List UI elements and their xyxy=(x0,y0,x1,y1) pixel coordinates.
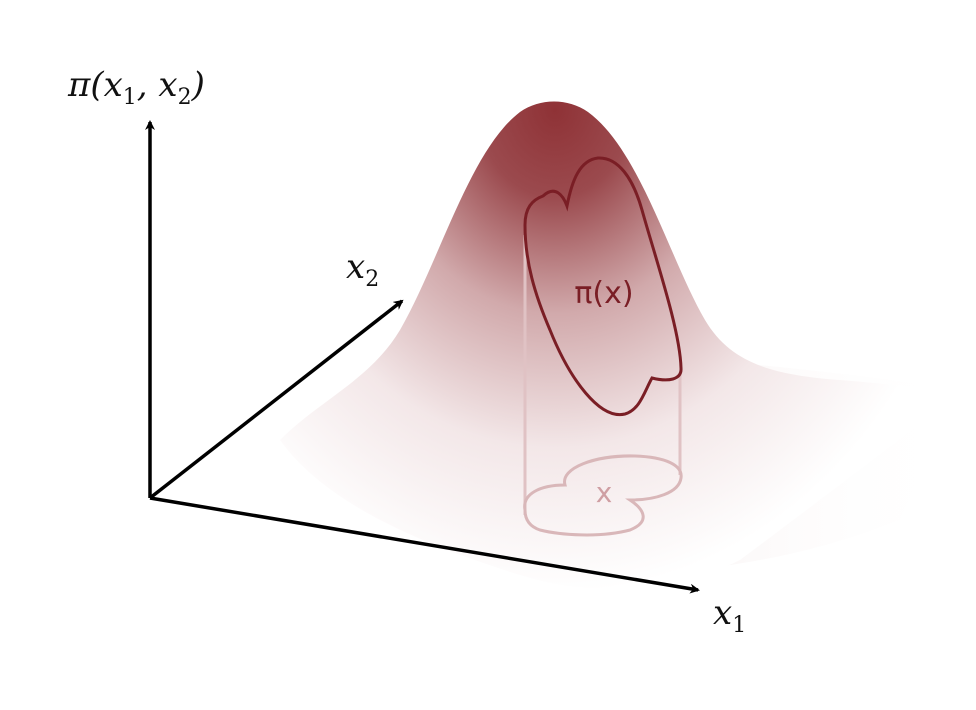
horizontal-axis-label-sub: 1 xyxy=(732,613,746,638)
vertical-axis-label-mid: , x xyxy=(137,65,178,105)
vertical-axis-label-sub1: 1 xyxy=(123,85,137,110)
vertical-axis-label: π(x1, x2) xyxy=(67,65,205,110)
depth-axis xyxy=(148,299,404,500)
density-surface xyxy=(280,101,960,590)
surface-region-outline xyxy=(523,156,683,417)
base-region-outline xyxy=(523,454,683,537)
base-region-label: x xyxy=(596,476,613,509)
horizontal-axis xyxy=(149,496,700,594)
horizontal-axis-label: x1 xyxy=(713,593,746,638)
surface-region-label: π(x) xyxy=(574,276,633,311)
vertical-axis-label-end: ) xyxy=(191,65,205,105)
vertical-axis-label-sub2: 2 xyxy=(178,85,192,110)
depth-axis-label-sub: 2 xyxy=(365,267,379,292)
depth-axis-label: x2 xyxy=(346,247,379,292)
horizontal-axis-label-main: x xyxy=(713,593,732,633)
depth-axis-label-main: x xyxy=(346,247,365,287)
vertical-axis-label-main: π(x xyxy=(67,65,123,105)
